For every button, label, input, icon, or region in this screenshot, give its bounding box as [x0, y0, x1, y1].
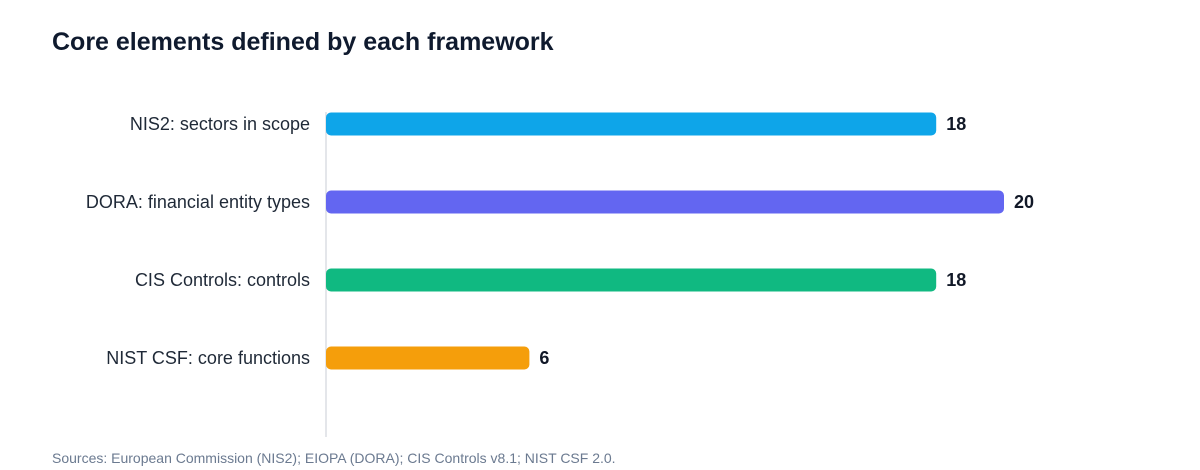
bar-value-label: 18: [946, 114, 966, 134]
bar-value-label: 20: [1014, 192, 1034, 212]
bar-chart: NIS2: sectors in scope 18 DORA: financial …: [86, 112, 1034, 437]
category-label: NIS2: sectors in scope: [130, 114, 310, 134]
category-label: NIST CSF: core functions: [106, 348, 310, 368]
category-label: CIS Controls: controls: [135, 270, 310, 290]
category-label: DORA: financial entity types: [86, 192, 310, 212]
bar: [326, 346, 530, 370]
bar-value-label: 18: [946, 270, 966, 290]
bar: [326, 112, 937, 136]
bar: [326, 190, 1004, 214]
bars-group: NIS2: sectors in scope 18 DORA: financial …: [86, 112, 1034, 370]
chart-title: Core elements defined by each framework: [52, 28, 554, 56]
source-note: Sources: European Commission (NIS2); EIO…: [52, 450, 616, 466]
bar: [326, 268, 937, 292]
bar-value-label: 6: [539, 348, 549, 368]
